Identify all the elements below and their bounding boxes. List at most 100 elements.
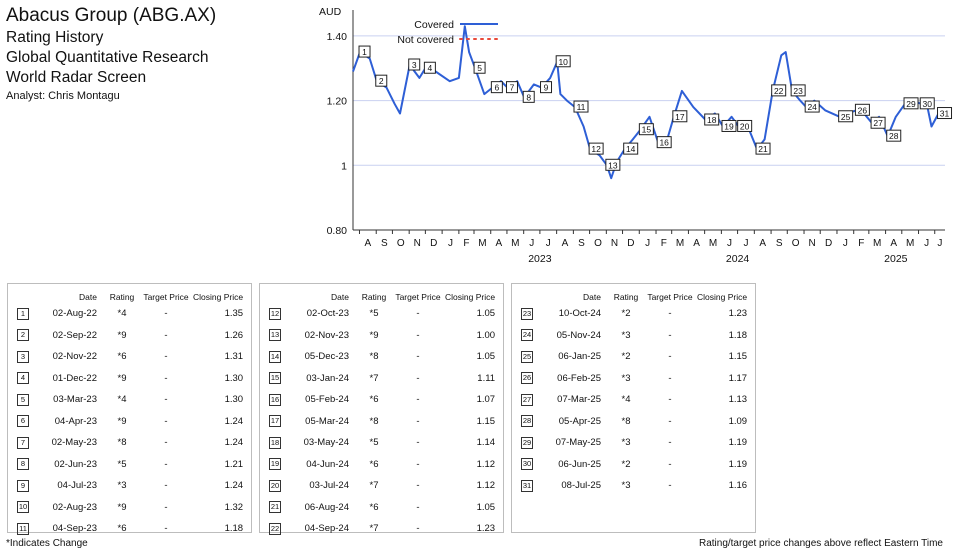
rating-marker-label: 7 (510, 83, 515, 93)
cell-close: 1.14 (476, 437, 496, 449)
footer-note: *Indicates Change (6, 538, 88, 549)
cell-date: 02-Jun-23 (54, 458, 97, 470)
marker-number: 5 (17, 393, 29, 406)
cell-date: 02-Sep-22 (52, 329, 97, 341)
rating-marker-label: 3 (412, 60, 417, 70)
cell-rating: *2 (621, 308, 631, 320)
cell-date: 06-Aug-24 (304, 501, 349, 513)
column-header-date: Date (79, 292, 97, 302)
cell-target: - (164, 437, 168, 449)
x-tick-label: S (776, 238, 783, 249)
cell-target: - (164, 372, 168, 384)
table-row: 17 05-Mar-24 *8 - 1.15 (267, 411, 497, 433)
marker-number: 12 (269, 307, 281, 320)
x-tick-label: J (546, 238, 551, 249)
x-tick-label: M (511, 238, 519, 249)
x-tick-label: D (627, 238, 634, 249)
column-header-close: Closing Price (697, 292, 748, 302)
rating-marker-label: 31 (940, 109, 950, 119)
rating-marker-box (771, 84, 787, 97)
cell-target: - (668, 308, 672, 320)
cell-rating: *7 (369, 372, 379, 384)
cell-close: 1.24 (224, 437, 244, 449)
cell-close: 1.23 (476, 523, 496, 535)
page-title: Abacus Group (ABG.AX) (6, 5, 217, 26)
rating-marker-label: 5 (477, 63, 482, 73)
x-tick-label: J (843, 238, 848, 249)
column-header-date: Date (331, 292, 349, 302)
cell-date: 05-Nov-24 (556, 329, 601, 341)
rating-marker-label: 24 (807, 102, 817, 112)
cell-date: 03-Jan-24 (306, 372, 349, 384)
marker-number: 8 (17, 458, 29, 471)
marker-number: 4 (17, 372, 29, 385)
cell-rating: *9 (117, 415, 127, 427)
rating-marker-label: 4 (428, 63, 433, 73)
marker-number: 3 (17, 350, 29, 363)
cell-target: - (668, 394, 672, 406)
cell-rating: *2 (621, 351, 631, 363)
cell-target: - (416, 415, 420, 427)
cell-date: 10-Oct-24 (558, 308, 601, 320)
x-tick-label: N (611, 238, 618, 249)
cell-target: - (164, 351, 168, 363)
y-axis-label: AUD (319, 6, 342, 18)
marker-number: 17 (269, 415, 281, 428)
marker-number: 18 (269, 436, 281, 449)
cell-target: - (668, 437, 672, 449)
x-tick-label: F (858, 238, 864, 249)
column-header-date: Date (583, 292, 601, 302)
rating-marker-box (704, 113, 720, 126)
x-tick-label: J (743, 238, 748, 249)
rating-table-1: Date Rating Target Price Closing Price 1 02-A… (7, 283, 252, 535)
cell-date: 05-Mar-24 (305, 415, 349, 427)
marker-number: 25 (521, 350, 533, 363)
cell-close: 1.12 (476, 480, 496, 492)
x-tick-label: A (365, 238, 372, 249)
table-row: 5 03-Mar-23 *4 - 1.30 (15, 389, 245, 411)
column-header-target: Target Price (647, 292, 693, 302)
rating-marker-box (804, 100, 820, 113)
cell-close: 1.30 (224, 394, 244, 406)
x-tick-label: M (478, 238, 486, 249)
rating-marker-box (408, 58, 421, 71)
marker-number: 6 (17, 415, 29, 428)
rating-marker-label: 23 (793, 86, 803, 96)
table-row: 9 04-Jul-23 *3 - 1.24 (15, 475, 245, 497)
x-tick-label: A (759, 238, 766, 249)
cell-target: - (668, 480, 672, 492)
x-tick-label: J (529, 238, 534, 249)
rating-marker-box (623, 142, 639, 155)
marker-number: 24 (521, 329, 533, 342)
cell-close: 1.18 (224, 523, 244, 535)
column-header-rating: Rating (361, 292, 387, 302)
rating-marker-box (656, 136, 672, 149)
table-row: 12 02-Oct-23 *5 - 1.05 (267, 303, 497, 325)
rating-marker-label: 10 (558, 57, 568, 67)
rating-marker-box (358, 45, 371, 58)
marker-number: 9 (17, 479, 29, 492)
rating-marker-label: 21 (758, 144, 768, 154)
cell-close: 1.21 (224, 458, 244, 470)
rating-marker-label: 11 (577, 102, 586, 112)
x-tick-label: O (397, 238, 405, 249)
table-row: 15 03-Jan-24 *7 - 1.11 (267, 368, 497, 390)
cell-target: - (164, 394, 168, 406)
marker-number: 27 (521, 393, 533, 406)
rating-marker-box (540, 81, 553, 94)
cell-rating: *5 (369, 437, 379, 449)
cell-date: 03-May-24 (303, 437, 349, 449)
cell-date: 02-Oct-23 (306, 308, 349, 320)
cell-date: 04-Apr-23 (54, 415, 97, 427)
x-tick-label: F (661, 238, 667, 249)
subtitle-line-2: Global Quantitative Research (6, 49, 209, 66)
cell-rating: *6 (117, 523, 127, 535)
cell-target: - (416, 308, 420, 320)
rating-marker-box (588, 142, 604, 155)
cell-target: - (164, 308, 168, 320)
x-tick-label: S (578, 238, 585, 249)
table-row: 31 08-Jul-25 *3 - 1.16 (519, 475, 749, 497)
rating-marker-box (573, 100, 589, 113)
table-row: 11 04-Sep-23 *6 - 1.18 (15, 518, 245, 540)
x-tick-label: M (873, 238, 881, 249)
